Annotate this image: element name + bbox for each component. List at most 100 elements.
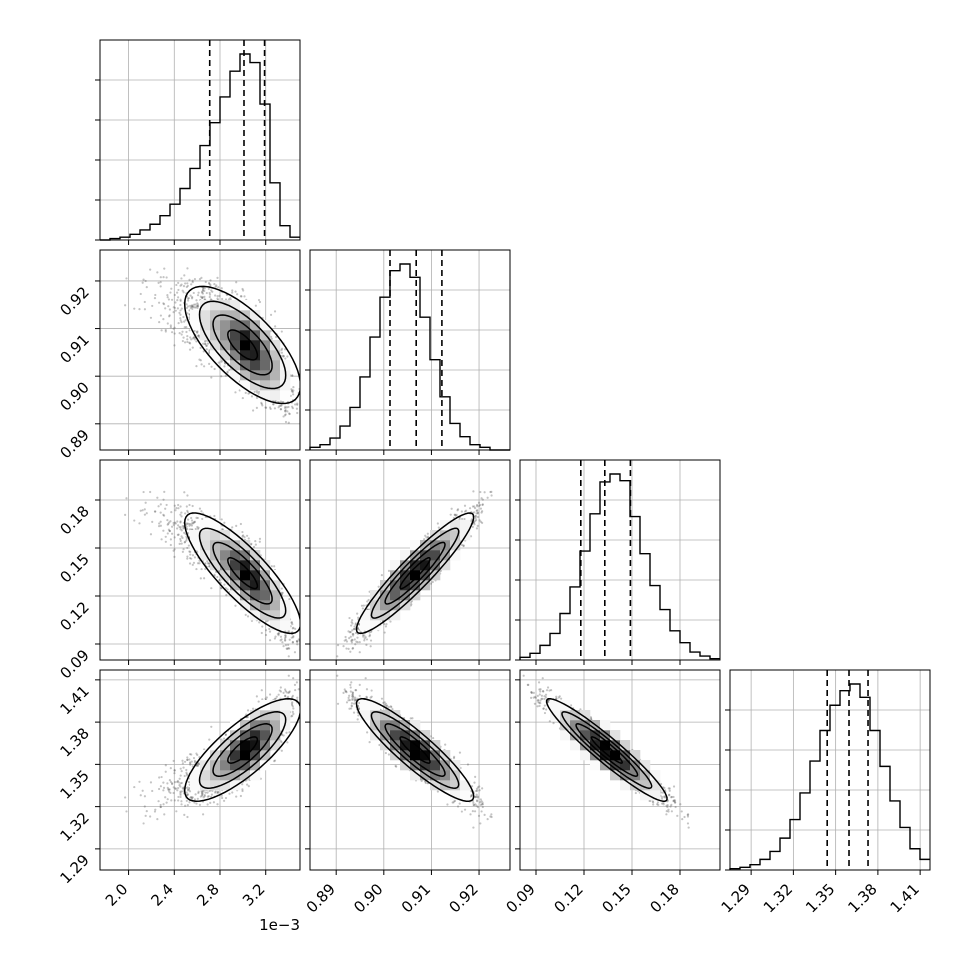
scatter-point <box>358 641 361 644</box>
scatter-point <box>348 616 351 620</box>
scatter-point <box>672 785 676 788</box>
density-cell <box>220 570 231 581</box>
scatter-point <box>177 781 180 784</box>
scatter-point <box>196 764 199 767</box>
scatter-point <box>473 810 477 813</box>
scatter-point <box>200 276 203 279</box>
scatter-point <box>162 803 165 806</box>
scatter-point <box>458 802 461 805</box>
scatter-point <box>191 304 194 307</box>
scatter-point <box>186 555 189 558</box>
density-cell <box>230 750 241 761</box>
scatter-point <box>470 794 473 797</box>
scatter-point <box>164 540 167 543</box>
scatter-point <box>173 504 176 507</box>
scatter-point <box>206 562 210 565</box>
scatter-point <box>168 308 171 311</box>
scatter-point <box>217 791 220 794</box>
scatter-point <box>241 535 244 538</box>
scatter-point <box>475 512 478 515</box>
scatter-point <box>681 818 684 821</box>
scatter-point <box>197 791 200 795</box>
scatter-point <box>362 635 365 638</box>
scatter-point <box>197 291 200 294</box>
density-cell <box>250 320 261 331</box>
scatter-point <box>174 309 177 312</box>
scatter-point <box>203 287 206 290</box>
scatter-point <box>198 562 201 565</box>
scatter-point <box>223 521 226 524</box>
density-cell <box>260 580 271 591</box>
scatter-point <box>170 331 174 334</box>
scatter-point <box>208 282 211 285</box>
scatter-point <box>191 279 194 282</box>
scatter-point <box>476 786 480 789</box>
scatter-point <box>125 810 128 813</box>
scatter-point <box>220 794 223 797</box>
scatter-point <box>234 391 237 394</box>
scatter-point <box>258 300 262 304</box>
density-cell <box>650 770 661 781</box>
scatter-point <box>358 701 361 705</box>
scatter-point <box>254 540 257 543</box>
scatter-point <box>142 278 145 281</box>
scatter-point <box>349 630 352 634</box>
scatter-point <box>205 291 208 295</box>
scatter-point <box>476 805 479 809</box>
scatter-point <box>165 276 168 279</box>
density-cell <box>630 770 641 781</box>
scatter-point <box>185 303 188 306</box>
scatter-point <box>196 294 200 297</box>
density-cell <box>450 550 461 561</box>
contour-line <box>590 736 623 764</box>
scatter-point <box>197 334 200 337</box>
scatter-point <box>186 803 189 807</box>
scatter-point <box>475 509 478 512</box>
scatter-point <box>288 597 291 601</box>
scatter-point <box>201 792 204 795</box>
scatter-point <box>255 695 258 698</box>
density-cell <box>420 730 431 741</box>
scatter-point <box>188 304 192 307</box>
density-cell <box>200 750 211 761</box>
scatter-point <box>183 760 187 763</box>
scatter-point <box>179 513 182 516</box>
scatter-point <box>200 794 204 797</box>
scatter-point <box>264 633 268 637</box>
scatter-point <box>169 538 172 541</box>
density-cell <box>360 620 371 631</box>
scatter-point <box>471 525 474 528</box>
density-cell <box>190 530 201 541</box>
scatter-point <box>280 351 284 354</box>
scatter-point <box>187 299 190 302</box>
scatter-point <box>181 786 184 789</box>
scatter-point <box>534 696 537 699</box>
scatter-point <box>291 390 294 394</box>
density-cell <box>220 560 231 571</box>
scatter-point <box>191 307 194 310</box>
scatter-point <box>669 805 672 808</box>
y-tick-label: 0.09 <box>56 646 92 682</box>
scatter-point <box>175 810 178 813</box>
scatter-point <box>361 633 365 637</box>
scatter-point <box>377 585 380 588</box>
scatter-point <box>167 522 170 525</box>
scatter-point <box>268 630 272 633</box>
scatter-point <box>246 615 250 618</box>
scatter-point <box>204 280 207 284</box>
density-cell <box>250 610 261 621</box>
scatter-point <box>291 623 294 626</box>
panel-content <box>124 490 300 658</box>
scatter-point <box>569 704 573 707</box>
scatter-point <box>178 311 181 315</box>
scatter-point <box>202 790 205 793</box>
scatter-point <box>162 786 166 789</box>
scatter-point <box>290 715 293 718</box>
scatter-point <box>169 543 172 547</box>
scatter-point <box>221 528 224 531</box>
scatter-point <box>172 791 175 795</box>
scatter-point <box>185 768 188 772</box>
scatter-point <box>195 365 198 368</box>
scatter-point <box>280 741 283 744</box>
